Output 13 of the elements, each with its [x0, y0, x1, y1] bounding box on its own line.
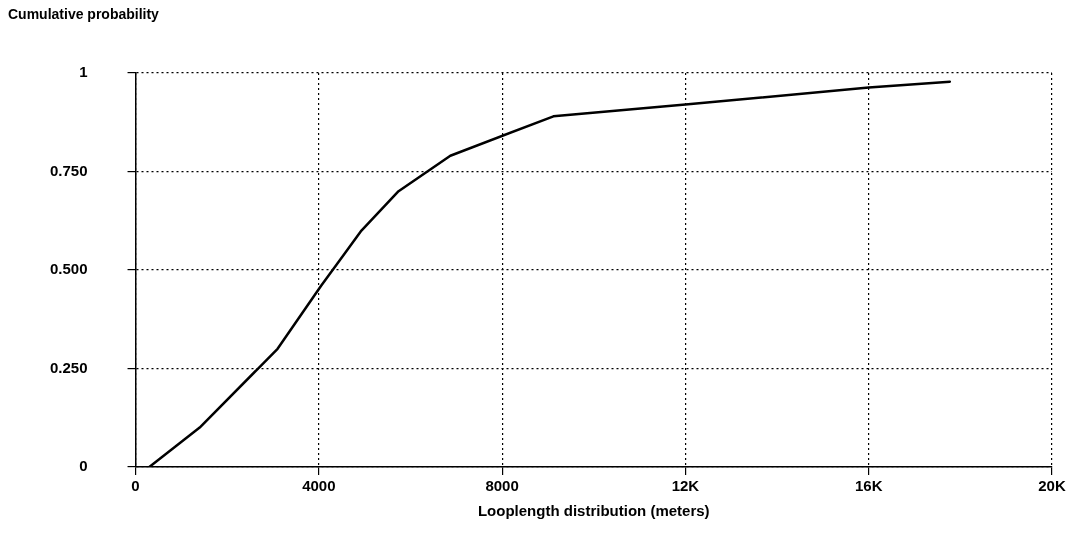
x-tick-label: 8000 [485, 477, 519, 495]
x-tick-label: 4000 [302, 477, 336, 495]
x-tick-label: 16K [854, 477, 883, 495]
x-tick-label: 12K [671, 477, 700, 495]
x-axis-title: Looplength distribution (meters) [477, 502, 710, 520]
y-tick-label: 0.250 [49, 358, 88, 376]
x-tick-label: 0 [131, 477, 140, 495]
y-tick-label: 1 [79, 63, 88, 81]
y-tick-label: 0.500 [49, 260, 88, 278]
y-tick-label: 0.750 [49, 161, 88, 179]
x-tick-label: 20K [1038, 477, 1066, 495]
y-tick-label: 0 [79, 457, 88, 475]
y-axis-title: Cumulative probability [8, 6, 159, 22]
